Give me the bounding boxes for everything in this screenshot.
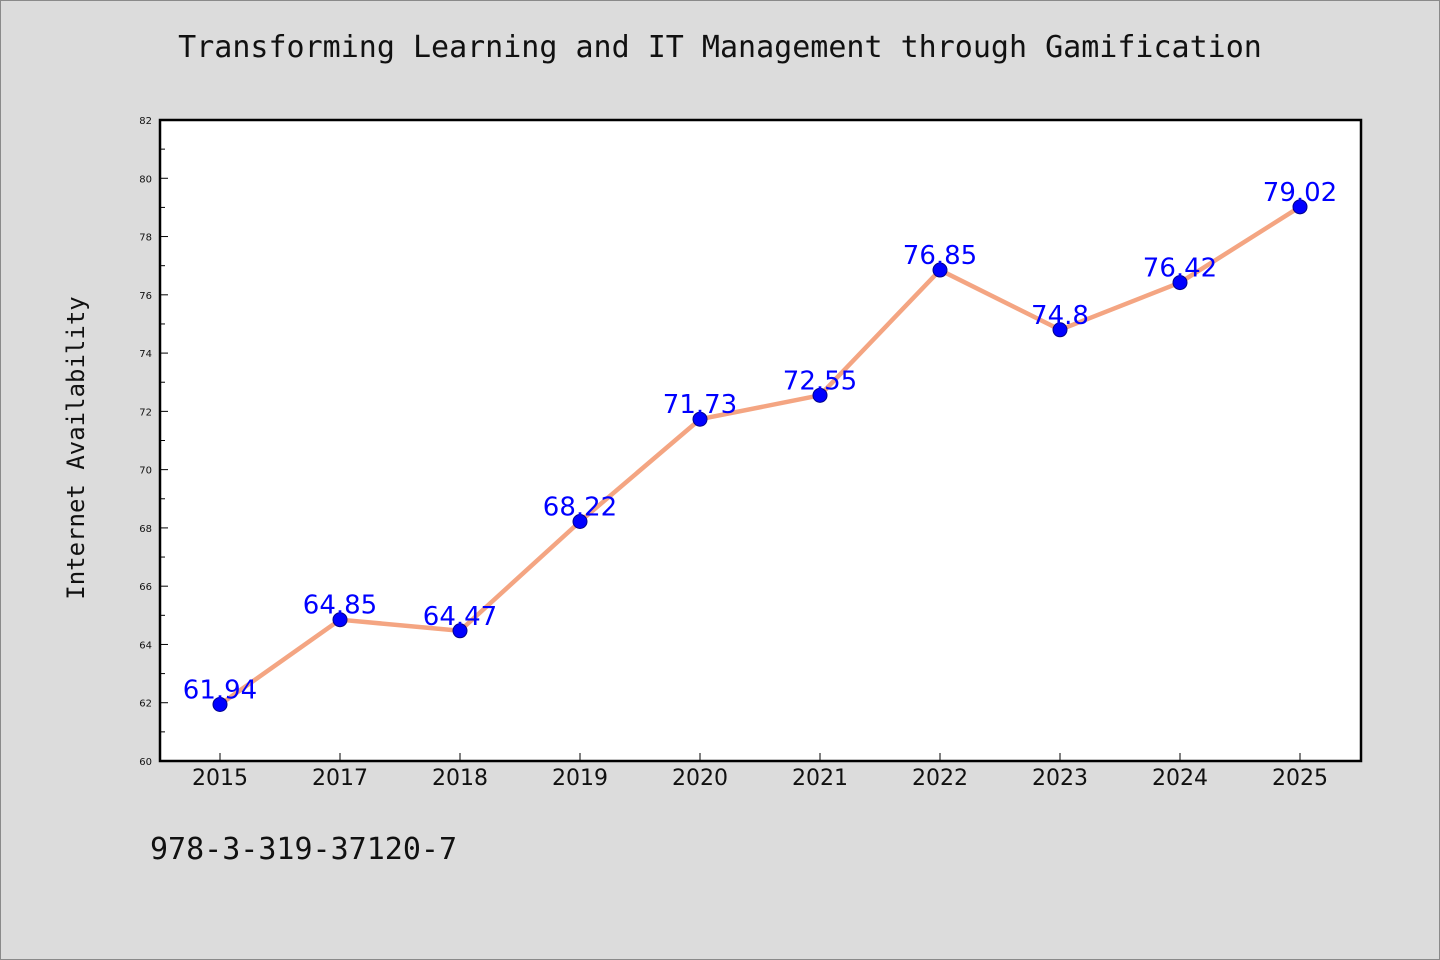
data-point [812,387,828,403]
data-label: 76.42 [1143,254,1217,284]
x-tick-label: 2018 [432,766,488,791]
data-point [692,411,708,427]
data-label: 74.8 [1031,301,1089,331]
y-axis-label: Internet Availability [62,296,90,599]
data-point [932,262,948,278]
y-tick-label: 68 [139,524,152,535]
x-tick-label: 2019 [552,766,608,791]
data-point [1292,199,1308,215]
data-label: 79.02 [1263,178,1337,208]
y-tick-label: 70 [139,466,152,477]
y-tick-label: 76 [139,291,152,302]
x-tick-label: 2023 [1032,766,1088,791]
chart-title: Transforming Learning and IT Management … [178,30,1262,65]
x-tick-label: 2015 [192,766,248,791]
series-layer: 61.94 64.85 64.47 68.22 71.73 72.55 76.85 74.8 7… [183,178,1337,712]
data-point [452,623,468,639]
x-tick-label: 2024 [1152,766,1208,791]
data-label: 76.85 [903,241,977,271]
y-tick-label: 64 [139,640,152,651]
data-label: 64.85 [303,591,377,621]
y-tick-label: 60 [139,757,152,768]
data-label: 61.94 [183,675,257,705]
data-point [1172,275,1188,291]
x-tick-label: 2017 [312,766,368,791]
data-label: 64.47 [423,602,497,632]
data-label: 72.55 [783,366,857,396]
x-tick-label: 2022 [912,766,968,791]
y-axis: 60 62 64 66 68 70 72 74 76 78 80 82 [139,116,168,768]
isbn-text: 978-3-319-37120-7 [150,832,458,867]
y-tick-label: 82 [139,116,152,127]
data-label: 71.73 [663,390,737,420]
y-tick-label: 80 [139,174,152,185]
data-point [212,696,228,712]
y-tick-label: 74 [139,349,152,360]
y-tick-label: 62 [139,699,152,710]
y-tick-label: 78 [139,233,152,244]
data-point [572,513,588,529]
x-axis: 2015 2017 2018 2019 2020 2021 2022 2023 2024 2025 [192,753,1328,791]
x-tick-label: 2021 [792,766,848,791]
series-line [218,204,1302,707]
data-point [332,612,348,628]
data-point [1052,322,1068,338]
data-label: 68.22 [543,492,617,522]
x-tick-label: 2020 [672,766,728,791]
y-tick-label: 66 [139,582,152,593]
plot-area [158,118,1363,763]
x-tick-label: 2025 [1272,766,1328,791]
y-tick-label: 72 [139,407,152,418]
